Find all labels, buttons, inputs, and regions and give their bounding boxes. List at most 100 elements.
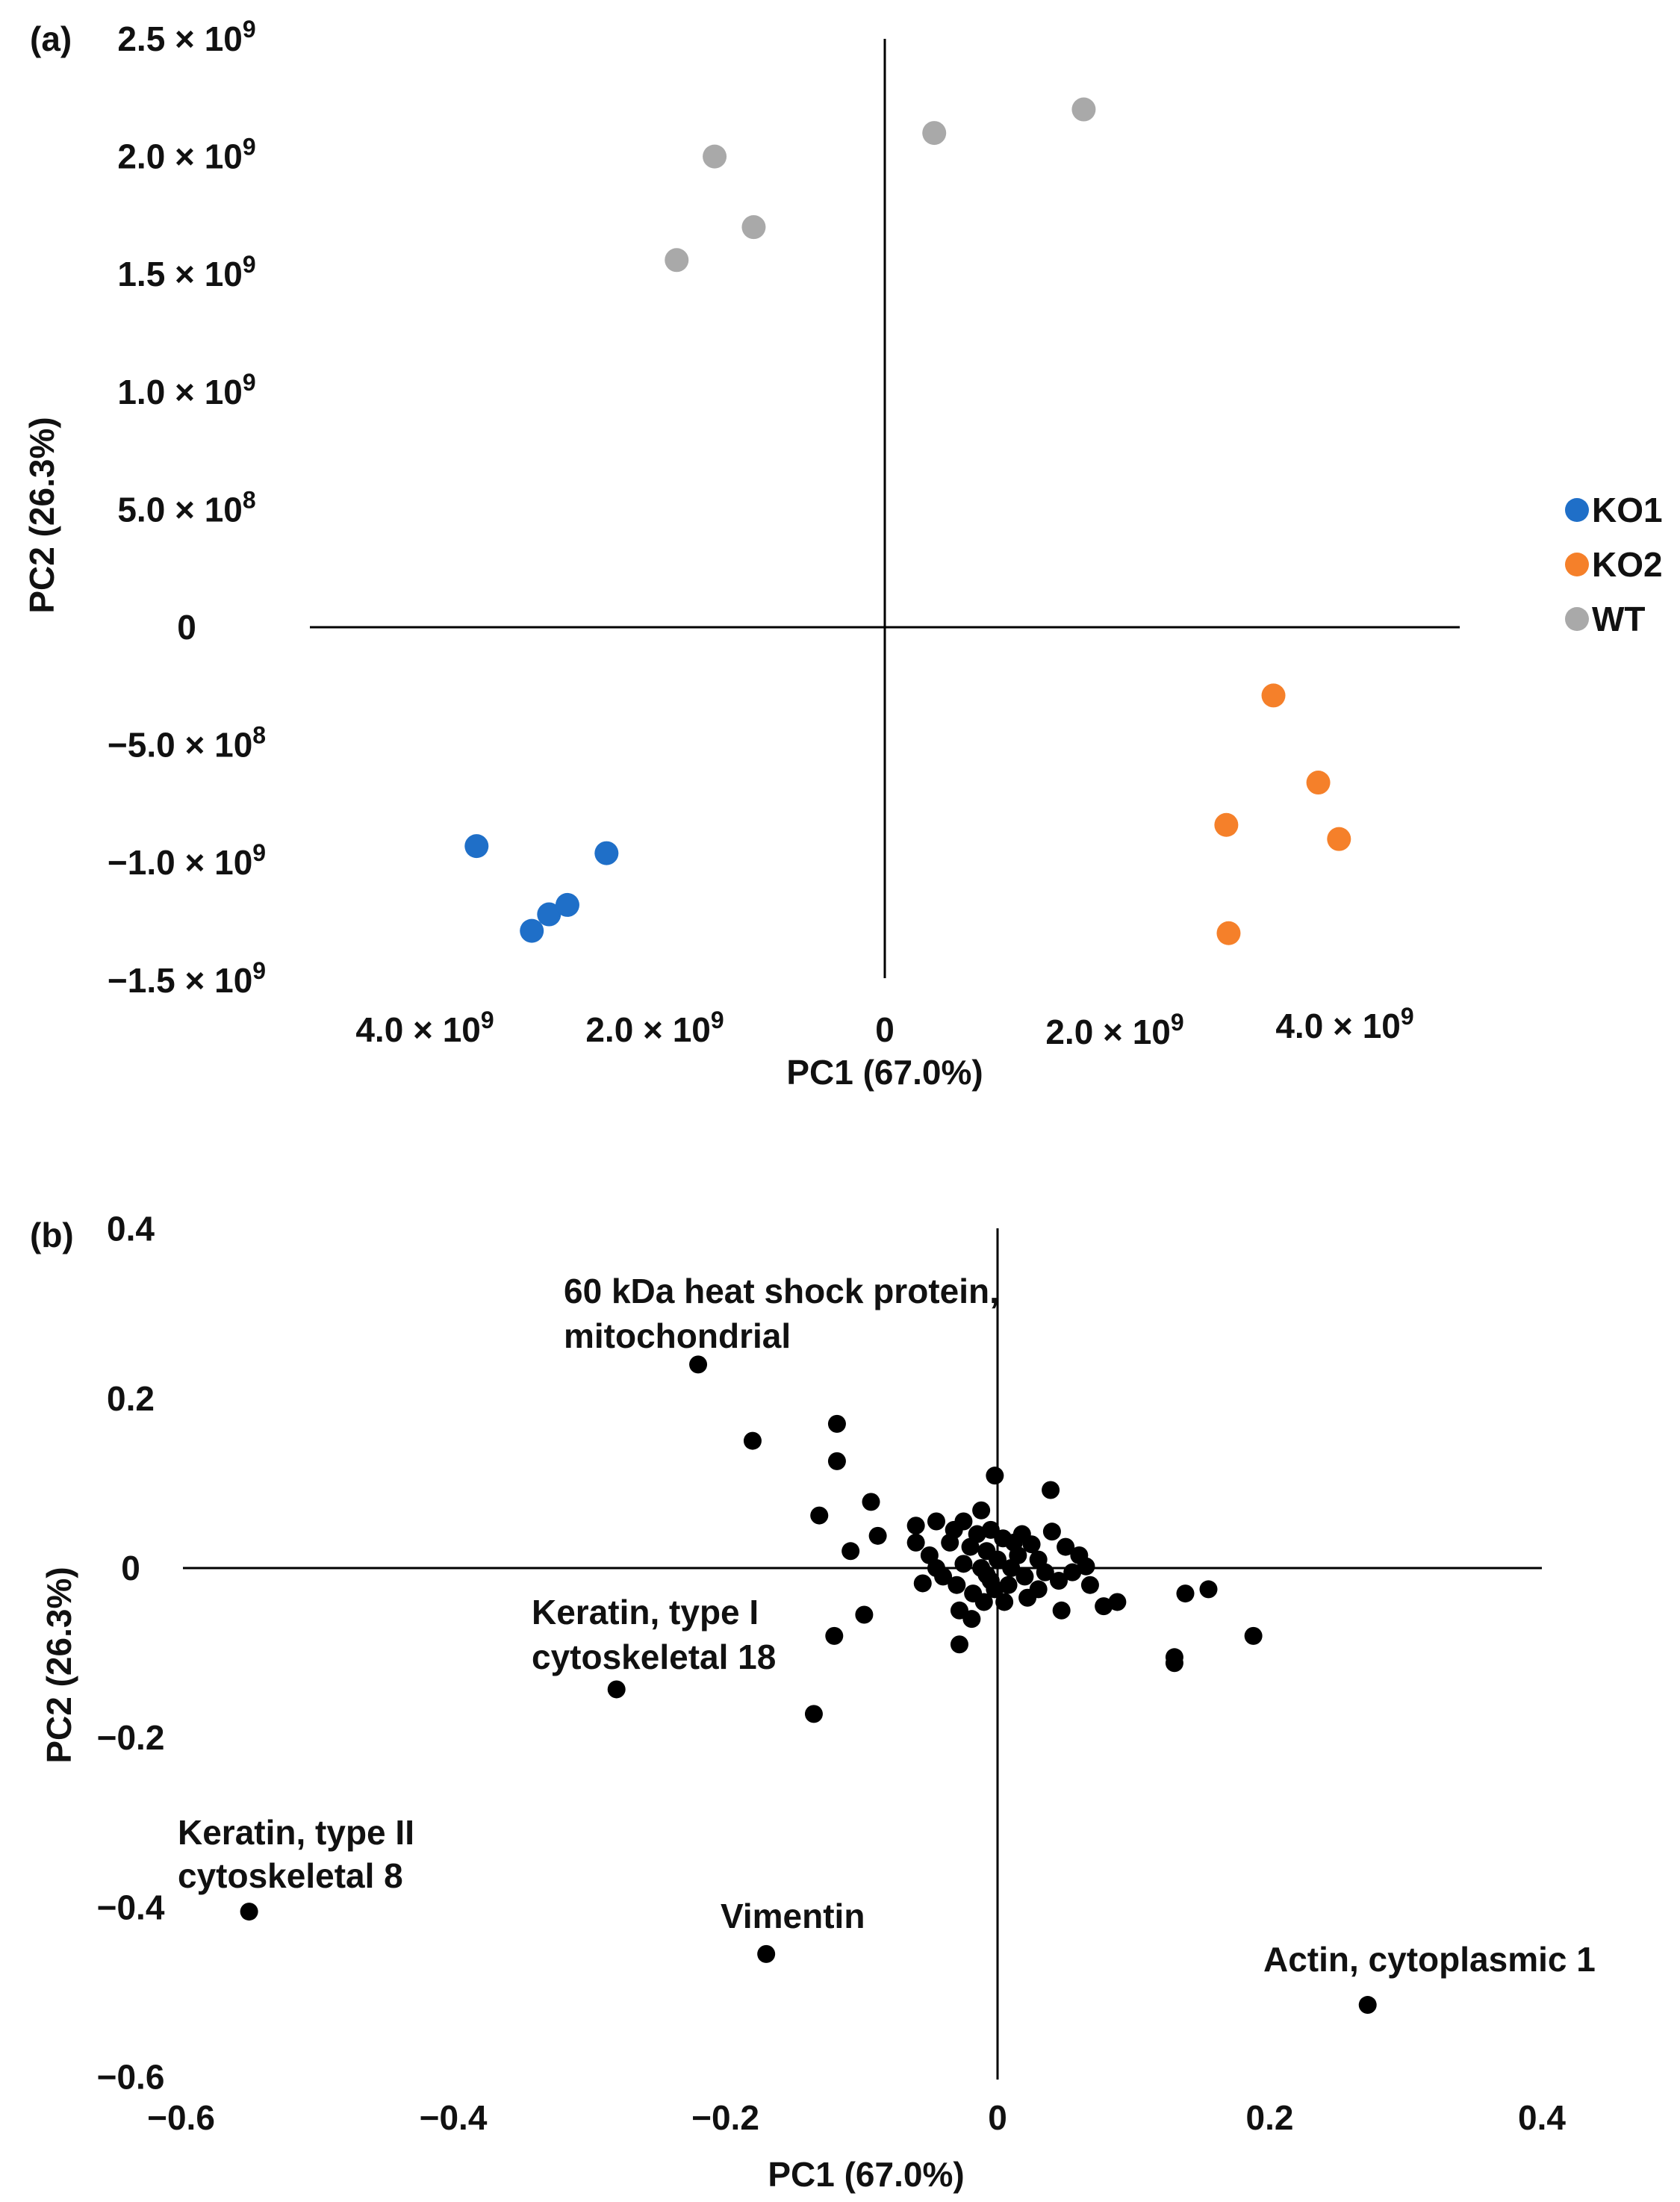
panel-a-y-tick-label: 0: [177, 608, 196, 647]
panel-b-point: [989, 1550, 1007, 1569]
legend-label-ko2: KO2: [1592, 545, 1663, 584]
panel-a-y-tick-label: 1.0 × 109: [117, 369, 255, 411]
legend-marker-ko1: [1565, 498, 1589, 522]
panel-a-point-ko2: [1306, 771, 1331, 795]
panel-b-point: [1358, 1996, 1377, 2015]
panel-b-x-tick-label: 0: [988, 2098, 1007, 2137]
panel-b-point: [1176, 1584, 1195, 1603]
panel-b-point: [906, 1517, 925, 1535]
legend-marker-ko2: [1565, 553, 1589, 576]
panel-a-point-ko2: [1214, 812, 1239, 837]
panel-a-point-ko2: [1216, 921, 1241, 945]
panel-a-point-ko2: [1261, 683, 1286, 708]
panel-a-point-wt: [703, 144, 727, 169]
panel-a-x-tick-labels: 4.0 × 109 2.0 × 109 0 2.0 × 109 4.0 × 109: [355, 1003, 1413, 1051]
panel-b-y-axis-title: PC2 (26.3%): [40, 1567, 78, 1763]
panel-b-point: [757, 1944, 776, 1963]
panel-a-point-ko1: [464, 834, 489, 859]
panel-b-point: [825, 1626, 844, 1645]
panel-a-y-tick-label: 2.0 × 109: [117, 134, 255, 176]
panel-b-point: [862, 1493, 880, 1511]
panel-b-x-tick-label: 0.2: [1246, 2098, 1294, 2137]
panel-a-point-ko1: [520, 918, 544, 943]
panel-b-point: [999, 1576, 1018, 1594]
panel-b-y-tick-labels: 0.4 0.2 0 −0.2 −0.4 −0.6: [97, 1210, 165, 2097]
panel-b-annotation: Keratin, type II cytoskeletal 8: [178, 1813, 414, 1895]
panel-a-point-wt: [1071, 97, 1096, 122]
panel-b-point: [962, 1610, 981, 1629]
panel-a-point-ko1: [555, 892, 579, 917]
panel-b-y-tick-label: −0.2: [97, 1718, 165, 1757]
panel-b-point: [240, 1903, 258, 1921]
panel-a-y-tick-label: −5.0 × 108: [108, 722, 266, 765]
panel-b-point: [1108, 1593, 1127, 1611]
panel-b-point: [1095, 1597, 1113, 1616]
panel-a-y-tick-label: −1.5 × 109: [108, 957, 266, 1000]
panel-b-point: [927, 1559, 945, 1577]
panel-b-point: [868, 1526, 887, 1545]
panel-a-point-ko2: [1327, 827, 1351, 851]
panel-b-x-tick-label: −0.6: [147, 2098, 215, 2137]
panel-b-point: [948, 1576, 966, 1594]
panel-b-point: [1015, 1567, 1034, 1586]
panel-b-point: [804, 1705, 823, 1723]
panel-a-x-tick-label: 4.0 × 109: [1275, 1003, 1413, 1045]
panel-a-x-tick-label: 2.0 × 109: [585, 1007, 724, 1049]
panel-b-point: [1057, 1537, 1075, 1556]
panel-b-point: [986, 1580, 1004, 1599]
panel-b-point: [1042, 1481, 1060, 1499]
panel-b-point: [1036, 1563, 1054, 1581]
panel-a-point-ko1: [594, 841, 619, 865]
panel-b-point: [927, 1512, 945, 1531]
panel-b-point: [827, 1414, 846, 1433]
panel-a-y-tick-label: 2.5 × 109: [117, 16, 255, 58]
panel-b-point: [954, 1555, 973, 1573]
panel-b-point: [1052, 1601, 1071, 1620]
panel-b-point: [841, 1542, 860, 1561]
panel-b-label: (b): [30, 1216, 74, 1254]
panel-a-x-tick-label: 0: [875, 1010, 895, 1049]
panel-b-point: [855, 1605, 874, 1624]
panel-b-y-tick-label: 0: [121, 1549, 140, 1587]
panel-a-points: [464, 97, 1351, 945]
panel-b-point: [1077, 1557, 1095, 1576]
panel-b-x-tick-label: −0.2: [691, 2098, 759, 2137]
panel-b-point: [945, 1520, 963, 1539]
panel-b-point: [1165, 1654, 1183, 1673]
panel-b-point: [1022, 1535, 1041, 1554]
panel-b-points: [240, 1355, 1377, 2015]
panel-b-point: [1244, 1626, 1263, 1645]
panel-b-point: [964, 1584, 983, 1603]
panel-a-point-wt: [665, 248, 689, 273]
panel-b-point: [1018, 1588, 1037, 1607]
panel-b-y-tick-label: −0.4: [97, 1888, 165, 1926]
panel-b-point: [810, 1506, 829, 1525]
panel-b-annotation: Vimentin: [721, 1897, 865, 1935]
panel-b-pca-loadings: (b) 0.4 0.2 0 −0.2 −0.4 −0.6 −0.6 −0.4 −0.2 0 0.2…: [30, 1210, 1596, 2194]
panel-b-point: [1050, 1572, 1068, 1590]
panel-b-point: [1042, 1523, 1061, 1541]
panel-b-point: [986, 1467, 1004, 1485]
legend-marker-wt: [1565, 607, 1589, 631]
panel-b-annotation: Actin, cytoplasmic 1: [1263, 1940, 1596, 1979]
panel-b-point: [1009, 1546, 1027, 1564]
panel-b-point: [1080, 1576, 1099, 1594]
panel-b-point: [1063, 1563, 1082, 1581]
panel-a-point-wt: [741, 215, 766, 240]
panel-b-x-tick-label: −0.4: [420, 2098, 488, 2137]
panel-a-pca-scores: (a) 2.5 × 109 2.0 × 109 1.5 × 109 1.0 × 109…: [22, 16, 1663, 1092]
panel-b-annotations: 60 kDa heat shock protein, mitochondrial K…: [178, 1272, 1596, 1979]
panel-b-point: [968, 1525, 986, 1543]
panel-a-legend: KO1 KO2 WT: [1565, 491, 1663, 638]
panel-b-point: [689, 1355, 708, 1374]
panel-b-x-axis-title: PC1 (67.0%): [768, 2155, 964, 2194]
panel-b-y-tick-label: −0.6: [97, 2058, 165, 2097]
panel-a-y-tick-label: 5.0 × 108: [117, 486, 255, 529]
panel-a-y-axis-title: PC2 (26.3%): [22, 417, 61, 613]
panel-b-y-tick-label: 0.2: [107, 1379, 155, 1418]
panel-a-x-tick-label: 2.0 × 109: [1045, 1009, 1183, 1051]
panel-b-point: [977, 1566, 996, 1584]
panel-a-label: (a): [30, 19, 72, 58]
panel-a-point-wt: [922, 121, 947, 146]
